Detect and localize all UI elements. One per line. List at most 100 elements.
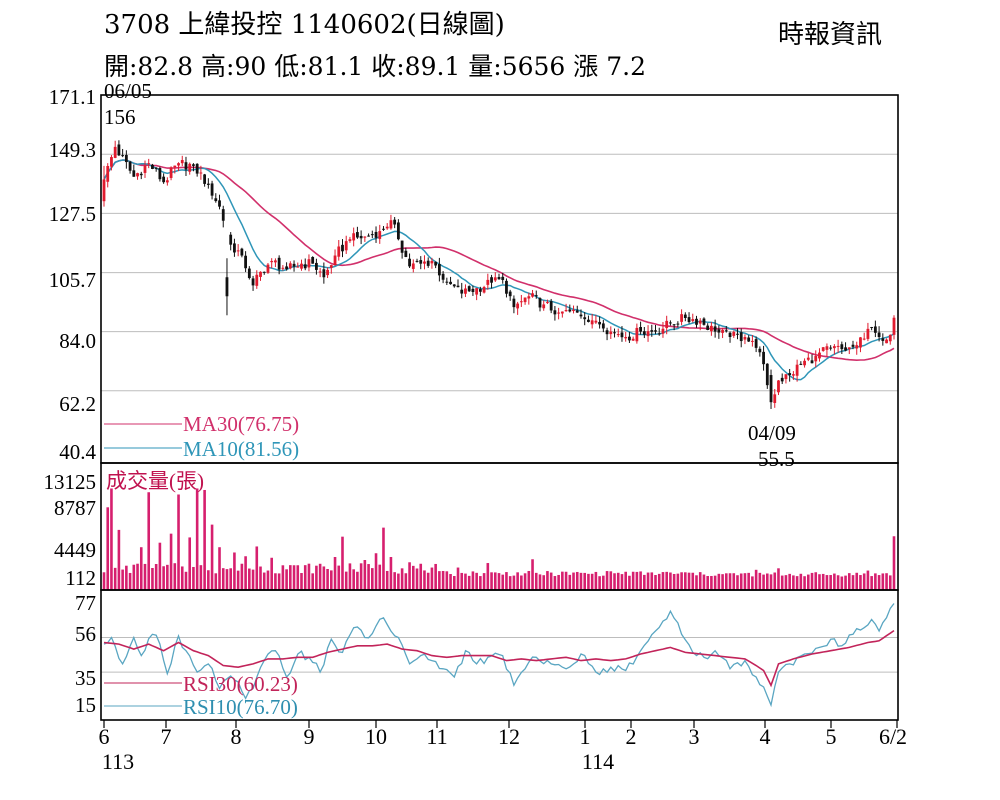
candle-body [173, 165, 177, 168]
volume-bar [423, 570, 426, 590]
volume-bar [672, 573, 676, 590]
price-tick-label: 149.3 [49, 138, 96, 162]
volume-bar [717, 573, 721, 590]
candle-body [546, 302, 549, 304]
ma30-line [103, 159, 895, 362]
candle-body [739, 332, 743, 342]
volume-bar [881, 573, 885, 590]
volume-bar [132, 564, 136, 590]
volume-bar [829, 575, 832, 590]
volume-title: 成交量(張) [106, 469, 204, 493]
candle-body [832, 346, 836, 349]
candle-body [818, 352, 821, 359]
candle-body [803, 360, 806, 366]
volume-bar [713, 575, 717, 590]
candle-body [579, 314, 583, 317]
candle-body [791, 374, 795, 376]
volume-bar [307, 563, 311, 590]
volume-bar [382, 527, 385, 590]
candle-body [616, 334, 620, 336]
candle-body [505, 280, 508, 294]
volume-bar [169, 533, 173, 590]
peak-value-annotation: 156 [104, 105, 136, 129]
candle-body [605, 330, 609, 335]
volume-bar [620, 574, 624, 590]
candle-body [840, 344, 844, 350]
volume-bar [806, 574, 810, 590]
volume-bar [609, 571, 613, 590]
candle-body [799, 363, 803, 365]
candle-body [877, 332, 881, 338]
volume-bar [561, 571, 564, 590]
candle-body [240, 248, 244, 256]
candle-body [710, 325, 713, 332]
volume-bar [188, 537, 192, 590]
candle-body [165, 180, 169, 183]
candle-body [560, 311, 564, 314]
candle-body [218, 200, 221, 207]
candle-body [329, 265, 333, 268]
volume-bar [691, 572, 695, 590]
rsi-tick-label: 56 [75, 622, 96, 646]
candle-body [594, 320, 598, 323]
candle-body [393, 219, 397, 225]
candle-body [467, 286, 471, 292]
candle-body [825, 346, 829, 350]
candle-body [613, 332, 616, 334]
candle-body [124, 154, 128, 163]
volume-bar [270, 557, 273, 590]
candle-body [482, 286, 486, 293]
volume-bar [538, 574, 542, 590]
candle-body [121, 155, 125, 157]
candle-body [296, 266, 300, 268]
candle-body [288, 263, 292, 269]
x-tick-label: 4 [760, 724, 771, 749]
volume-bar [646, 572, 650, 590]
candle-body [650, 330, 654, 332]
volume-bar [337, 565, 341, 590]
volume-bar [657, 573, 661, 590]
volume-bar [493, 572, 497, 590]
candle-body [206, 183, 210, 185]
candle-body [553, 310, 557, 315]
volume-bar [851, 575, 855, 590]
price-tick-label: 62.2 [59, 392, 96, 416]
volume-bar [777, 568, 780, 590]
volume-bar [583, 572, 587, 590]
volume-bar [426, 572, 430, 590]
candle-body [676, 323, 680, 325]
volume-bar [233, 552, 236, 590]
candle-body [374, 231, 378, 238]
low-value-annotation: 55.5 [758, 447, 795, 471]
volume-bar [326, 568, 329, 590]
candle-body [110, 157, 113, 167]
candle-body [851, 344, 855, 347]
volume-bar [218, 547, 221, 590]
candle-body [810, 360, 814, 364]
low-date-annotation: 04/09 [748, 421, 796, 445]
x-tick-label: 9 [304, 724, 315, 749]
candle-body [184, 162, 188, 170]
volume-bar [125, 565, 128, 590]
x-tick-label: 7 [161, 724, 172, 749]
candle-body [691, 319, 695, 322]
candle-body [307, 259, 311, 268]
ma30-legend-label: MA30(76.75) [183, 412, 299, 436]
candle-body [162, 176, 166, 183]
candle-body [195, 163, 199, 174]
candle-body [311, 257, 315, 264]
candle-body [706, 325, 710, 331]
candle-body [542, 304, 546, 309]
candle-body [657, 333, 661, 335]
volume-bar [199, 565, 203, 590]
price-tick-label: 84.0 [59, 329, 96, 353]
candle-body [274, 260, 277, 263]
candle-body [493, 277, 497, 281]
x-tick-label: 3 [689, 724, 700, 749]
volume-bar [102, 572, 106, 590]
volume-bar [248, 568, 251, 590]
volume-bar [479, 576, 482, 590]
volume-bar [173, 563, 177, 590]
candle-body [281, 267, 285, 269]
volume-bar [404, 573, 408, 590]
